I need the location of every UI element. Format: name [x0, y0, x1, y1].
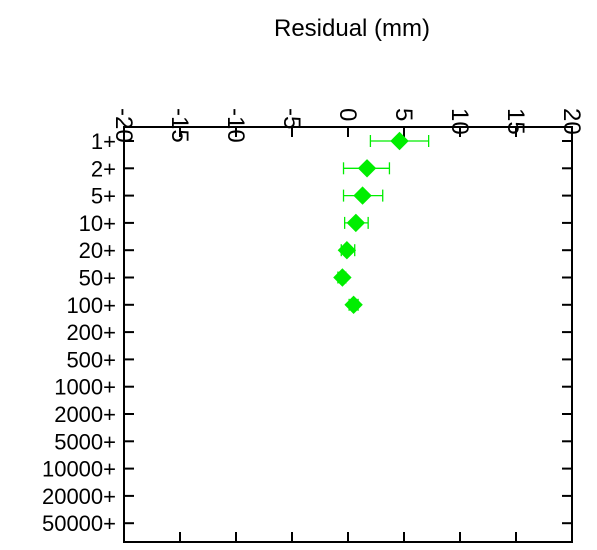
x-tick-label: 0 — [334, 108, 361, 121]
y-tick-label: 50+ — [79, 266, 116, 291]
x-tick-label: -20 — [110, 108, 137, 143]
data-point-diamond — [353, 186, 372, 205]
y-tick-label: 10000+ — [42, 457, 116, 482]
data-point-diamond — [346, 213, 366, 233]
x-tick-label: 10 — [446, 108, 473, 135]
x-tick-label: 5 — [390, 108, 417, 121]
data-point-diamond — [344, 295, 363, 315]
y-tick-label: 50000+ — [42, 511, 116, 536]
y-tick-label: 2000+ — [54, 402, 116, 427]
y-tick-label: 20000+ — [42, 484, 116, 509]
data-point-diamond — [357, 159, 377, 178]
data-point-diamond — [333, 268, 352, 287]
y-tick-label: 20+ — [79, 238, 116, 263]
y-tick-label: 1+ — [91, 129, 116, 154]
y-tick-label: 2+ — [91, 156, 116, 181]
x-tick-label: -15 — [166, 108, 193, 143]
data-markers — [333, 131, 409, 315]
plot-frame — [123, 126, 573, 543]
y-tick-label: 5000+ — [54, 429, 116, 454]
axis-ticks — [123, 127, 573, 542]
data-point-diamond — [390, 131, 409, 151]
y-tick-labels: 1+2+5+10+20+50+100+200+500+1000+2000+500… — [42, 129, 116, 536]
y-tick-label: 10+ — [79, 211, 116, 236]
x-tick-label: -10 — [222, 108, 249, 143]
y-tick-label: 200+ — [66, 320, 116, 345]
y-tick-label: 500+ — [66, 347, 116, 372]
x-tick-label: 15 — [502, 108, 529, 135]
y-tick-label: 5+ — [91, 184, 116, 209]
x-axis-label: Residual (mm) — [274, 15, 430, 42]
x-tick-labels: -20 -15 -10 -5 0 5 10 15 20 — [110, 108, 585, 143]
x-tick-label: -5 — [278, 108, 305, 129]
y-tick-label: 100+ — [66, 293, 116, 318]
data-point-diamond — [337, 240, 357, 260]
x-tick-label: 20 — [558, 108, 585, 135]
y-tick-label: 1000+ — [54, 375, 116, 400]
